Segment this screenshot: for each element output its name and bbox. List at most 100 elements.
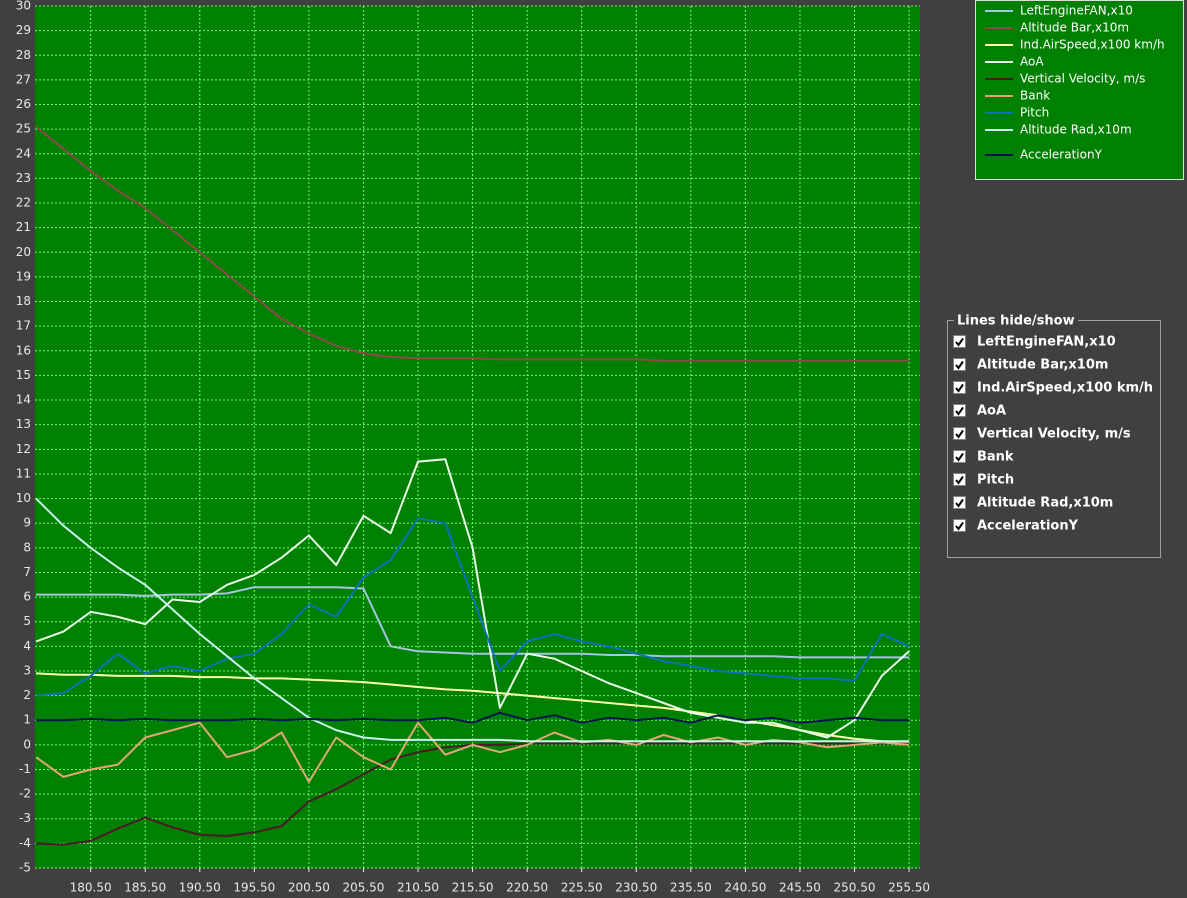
checkbox-check[interactable] <box>955 521 964 531</box>
checkbox-check[interactable] <box>955 429 964 439</box>
legend-label: AccelerationY <box>1020 148 1103 162</box>
y-tick-label: 26 <box>16 97 31 111</box>
y-tick-label: 21 <box>16 220 31 234</box>
legend-label: LeftEngineFAN,x10 <box>1020 4 1133 18</box>
x-tick-label: 250.50 <box>834 881 876 895</box>
y-tick-label: 16 <box>16 343 31 357</box>
x-tick-label: 215.50 <box>452 881 494 895</box>
checkbox-check[interactable] <box>955 406 964 416</box>
checkbox[interactable] <box>953 496 966 509</box>
y-tick-label: 15 <box>16 368 31 382</box>
y-tick-label: 5 <box>23 614 31 628</box>
legend-label: Pitch <box>1020 106 1049 120</box>
checkbox[interactable] <box>953 381 966 394</box>
checkbox[interactable] <box>953 358 966 371</box>
series-line <box>35 125 910 362</box>
legend-label: Ind.AirSpeed,x100 km/h <box>1020 38 1165 52</box>
series-line <box>36 586 910 659</box>
checkbox-check[interactable] <box>955 383 964 393</box>
checkbox-label[interactable]: Vertical Velocity, m/s <box>977 427 1131 442</box>
y-tick-label: 22 <box>16 196 31 210</box>
legend-box <box>975 0 1184 180</box>
x-tick-label: 240.50 <box>724 881 766 895</box>
checkbox-label[interactable]: Altitude Rad,x10m <box>977 496 1113 511</box>
y-tick-label: 10 <box>16 491 31 505</box>
y-tick-label: -3 <box>19 811 31 825</box>
y-tick-label: 1 <box>23 713 31 727</box>
x-tick-label: 230.50 <box>615 881 657 895</box>
y-tick-label: 18 <box>16 294 31 308</box>
y-tick-label: 28 <box>16 48 31 62</box>
checkbox-label[interactable]: Ind.AirSpeed,x100 km/h <box>977 381 1153 396</box>
checkbox-check[interactable] <box>955 360 964 370</box>
series-line <box>36 711 910 724</box>
y-tick-label: 7 <box>23 565 31 579</box>
series-line <box>35 458 910 739</box>
y-tick-label: -5 <box>19 861 31 875</box>
checkbox-label[interactable]: Altitude Bar,x10m <box>977 358 1108 373</box>
y-tick-label: 13 <box>16 417 31 431</box>
x-tick-label: 190.50 <box>179 881 221 895</box>
y-tick-label: 24 <box>16 146 31 160</box>
y-tick-label: 23 <box>16 171 31 185</box>
y-tick-label: 8 <box>23 540 31 554</box>
panel-title-bg <box>954 313 1078 329</box>
legend-label: Bank <box>1020 89 1050 103</box>
y-tick-label: 0 <box>23 737 31 751</box>
checkbox-check[interactable] <box>955 452 964 462</box>
series-line <box>35 497 910 743</box>
y-tick-label: 3 <box>23 663 31 677</box>
x-tick-label: 235.50 <box>670 881 712 895</box>
legend-label: Vertical Velocity, m/s <box>1020 72 1145 86</box>
x-tick-label: 200.50 <box>288 881 330 895</box>
y-tick-label: 17 <box>16 319 31 333</box>
y-tick-label: 2 <box>23 688 31 702</box>
y-tick-label: 19 <box>16 269 31 283</box>
checkbox-label[interactable]: Bank <box>977 450 1014 465</box>
x-tick-label: 245.50 <box>779 881 821 895</box>
y-tick-label: 29 <box>16 23 31 37</box>
plot-area <box>35 6 920 868</box>
y-tick-label: -4 <box>19 836 31 850</box>
checkbox-label[interactable]: Pitch <box>977 473 1014 488</box>
series-line <box>36 517 910 697</box>
checkbox-check[interactable] <box>955 337 964 347</box>
x-tick-label: 205.50 <box>342 881 384 895</box>
legend-label: Altitude Rad,x10m <box>1020 123 1132 137</box>
checkbox-check[interactable] <box>955 498 964 508</box>
checkbox[interactable] <box>953 473 966 486</box>
y-tick-label: 4 <box>23 639 31 653</box>
checkbox[interactable] <box>953 519 966 532</box>
checkbox-label[interactable]: AoA <box>977 404 1006 419</box>
x-tick-label: 225.50 <box>561 881 603 895</box>
checkbox-label[interactable]: AccelerationY <box>977 519 1079 534</box>
legend-label: AoA <box>1020 55 1044 69</box>
y-tick-label: 11 <box>16 466 31 480</box>
x-tick-label: 210.50 <box>397 881 439 895</box>
checkbox-label[interactable]: LeftEngineFAN,x10 <box>977 335 1116 350</box>
x-tick-label: 180.50 <box>70 881 112 895</box>
y-tick-label: -1 <box>19 762 31 776</box>
checkbox[interactable] <box>953 427 966 440</box>
y-tick-label: 9 <box>23 516 31 530</box>
x-tick-label: 195.50 <box>233 881 275 895</box>
checkbox[interactable] <box>953 404 966 417</box>
y-tick-label: 30 <box>16 0 31 13</box>
x-tick-label: 185.50 <box>124 881 166 895</box>
y-tick-label: 27 <box>16 72 31 86</box>
panel-title: Lines hide/show <box>957 314 1075 329</box>
checkbox-check[interactable] <box>955 475 964 485</box>
x-tick-label: 255.50 <box>888 881 930 895</box>
y-tick-label: -2 <box>19 787 31 801</box>
y-tick-label: 14 <box>16 393 31 407</box>
x-tick-label: 220.50 <box>506 881 548 895</box>
y-tick-label: 12 <box>16 442 31 456</box>
legend-label: Altitude Bar,x10m <box>1020 21 1129 35</box>
y-tick-label: 6 <box>23 590 31 604</box>
y-tick-label: 25 <box>16 122 31 136</box>
checkbox[interactable] <box>953 335 966 348</box>
checkbox[interactable] <box>953 450 966 463</box>
y-tick-label: 20 <box>16 245 31 259</box>
